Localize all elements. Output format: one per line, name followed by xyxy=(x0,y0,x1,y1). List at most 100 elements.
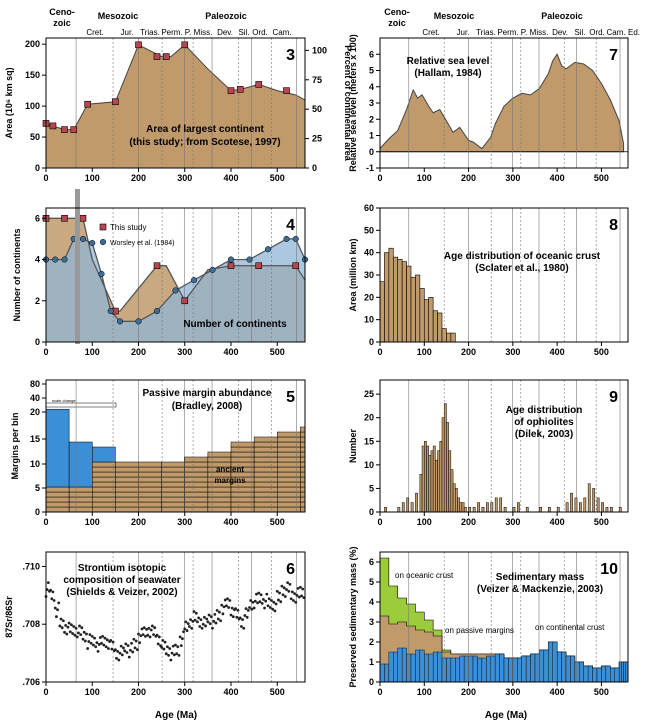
modern-margin-bar xyxy=(92,446,116,463)
panel-5-passive-margins: scale change 0 100 200 300 400 500 80 40 20 15 10 5 0… xyxy=(10,379,306,527)
ophiolite-bar xyxy=(610,507,613,513)
worsley-marker xyxy=(116,318,124,325)
y-axis-label: 87Sr/86Sr xyxy=(4,596,14,638)
ophiolite-bar xyxy=(455,488,458,513)
continental-crust-bar xyxy=(455,657,460,683)
ophiolite-bar xyxy=(548,507,551,513)
ophiolite-bar xyxy=(605,507,609,513)
y2-tick-label: 100 xyxy=(312,45,327,55)
ancient-margin-bar xyxy=(138,481,162,488)
strontium-point xyxy=(181,637,184,641)
ancient-margin-bar xyxy=(92,486,116,493)
x-tick-label: 200 xyxy=(131,687,146,697)
ancient-margin-bar xyxy=(230,486,255,493)
strontium-point xyxy=(51,590,55,594)
x-tick-label: 200 xyxy=(461,517,476,527)
ancient-margin-bar xyxy=(253,476,278,483)
continental-crust-bar xyxy=(472,655,478,683)
strontium-point xyxy=(111,640,115,644)
ancient-margin-bar xyxy=(207,486,232,493)
strontium-point xyxy=(89,641,93,645)
y-tick-label: 6 xyxy=(369,49,374,59)
strontium-point xyxy=(241,618,244,621)
y-tick-label: 100 xyxy=(25,101,40,111)
ophiolite-bar xyxy=(452,483,456,513)
plot-frame xyxy=(379,551,629,683)
y-tick-label: .710 xyxy=(22,561,40,571)
x-tick-label: 100 xyxy=(417,347,432,357)
strontium-point xyxy=(122,646,125,650)
x-tick-label: 500 xyxy=(270,347,285,357)
strontium-point xyxy=(208,622,212,626)
x-tick-label: 500 xyxy=(594,517,609,527)
strontium-point xyxy=(234,607,238,611)
label-margins: margins xyxy=(77,434,109,443)
strontium-point xyxy=(138,641,142,645)
y-tick-label: 30 xyxy=(364,270,374,280)
strontium-point xyxy=(257,591,261,595)
ancient-margin-bar xyxy=(45,486,70,493)
continental-crust-bar xyxy=(432,651,438,683)
strontium-point xyxy=(142,626,146,630)
continental-crust-bar xyxy=(561,651,567,683)
strontium-point xyxy=(93,636,96,640)
ancient-margin-bar xyxy=(300,491,306,498)
ophiolite-bar xyxy=(419,474,423,513)
strontium-point xyxy=(275,589,279,593)
strontium-point xyxy=(146,633,150,637)
ancient-margin-bar xyxy=(253,506,278,513)
strontium-point xyxy=(49,588,53,592)
ophiolite-bar xyxy=(421,445,425,513)
x-tick-label: 400 xyxy=(550,687,565,697)
period-miss-r: Miss. xyxy=(530,28,549,37)
period-miss: Miss. xyxy=(194,28,213,37)
era-paleozoic-r: Paleozoic xyxy=(541,11,583,21)
ophiolite-bar xyxy=(435,459,438,513)
strontium-point xyxy=(157,635,161,639)
strontium-point xyxy=(273,609,277,613)
chart-subtitle: (this study; from Scotese, 1997) xyxy=(129,137,280,148)
strontium-point xyxy=(50,597,54,601)
strontium-point xyxy=(118,651,122,655)
strontium-point xyxy=(120,653,124,657)
strontium-point xyxy=(248,606,251,609)
strontium-point xyxy=(240,625,243,628)
strontium-point xyxy=(132,637,136,641)
ancient-margin-bar xyxy=(207,456,232,463)
ancient-margin-bar xyxy=(184,471,209,478)
ophiolite-bar xyxy=(477,502,480,513)
ophiolite-bar xyxy=(426,445,429,513)
ophiolite-bar xyxy=(463,507,467,513)
ancient-margin-bar xyxy=(138,466,162,473)
ophiolite-bar xyxy=(468,507,472,513)
y-tick-label: 1 xyxy=(369,657,374,667)
strontium-point xyxy=(72,625,76,628)
strontium-point xyxy=(287,589,291,593)
legend-worsley: Worsley et al. (1984) xyxy=(110,240,174,247)
y-tick-label: 20 xyxy=(364,292,374,302)
strontium-point xyxy=(56,608,59,612)
ophiolite-bar xyxy=(512,507,516,513)
strontium-point xyxy=(70,623,73,627)
worsley-marker xyxy=(209,266,216,273)
worsley-marker xyxy=(79,235,87,242)
modern-margin-bar xyxy=(45,408,70,488)
ancient-margin-bar xyxy=(161,471,185,478)
x-tick-label: 100 xyxy=(85,517,100,527)
strontium-point xyxy=(83,639,87,643)
data-point-marker xyxy=(255,81,263,88)
continental-crust-bar xyxy=(481,657,487,683)
crust-age-bar xyxy=(428,297,434,343)
crust-age-bar xyxy=(446,332,452,343)
continental-crust-bar xyxy=(468,655,474,683)
y-tick-label: 25 xyxy=(364,389,374,399)
period-trias-r: Trias. xyxy=(476,28,496,37)
chart-title: Sedimentary mass xyxy=(496,572,585,583)
strontium-point xyxy=(116,649,120,653)
continental-crust-bar xyxy=(525,655,531,683)
label-oceanic-crust: on oceanic crust xyxy=(395,571,454,580)
ancient-margin-bar xyxy=(300,506,306,513)
strontium-point xyxy=(166,645,169,649)
ophiolite-bar xyxy=(579,502,582,513)
panel-number: 10 xyxy=(600,561,618,578)
